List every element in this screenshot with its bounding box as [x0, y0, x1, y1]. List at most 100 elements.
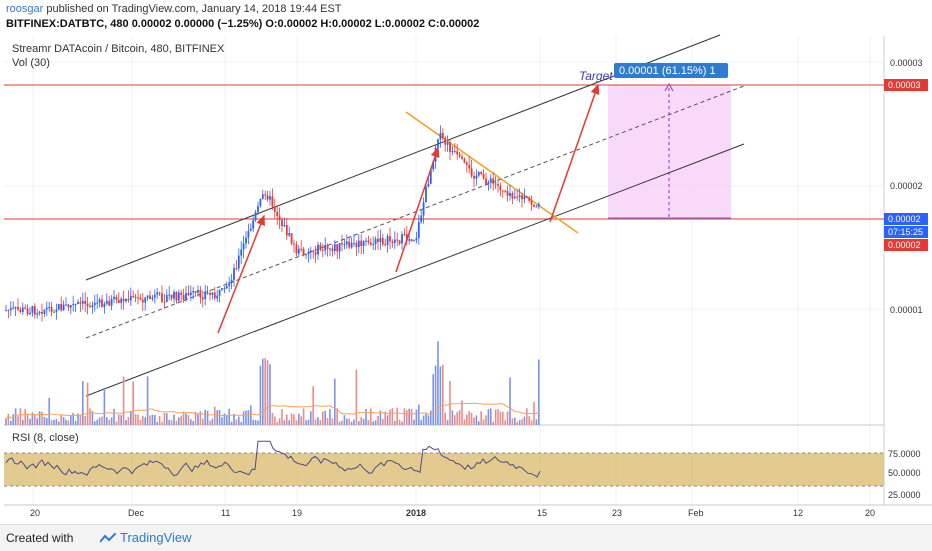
volume-bar — [257, 420, 259, 425]
volume-bar — [490, 408, 492, 425]
time-tick: 20 — [865, 508, 875, 518]
volume-bar — [444, 412, 446, 425]
volume-bar — [384, 411, 386, 425]
volume-bar — [185, 413, 187, 425]
candle-body — [259, 198, 262, 207]
candle-body — [321, 249, 324, 251]
volume-bar — [269, 364, 271, 425]
volume-bar — [430, 410, 432, 425]
volume-bar — [473, 417, 475, 425]
candle-body — [21, 307, 24, 312]
candle-body — [127, 298, 130, 301]
volume-bar — [463, 419, 466, 425]
volume-bar — [336, 408, 338, 425]
candle-body — [29, 312, 31, 315]
volume-bar — [115, 421, 118, 425]
volume-bar — [43, 416, 46, 425]
candle-body — [271, 196, 274, 207]
volume-bar — [478, 421, 480, 425]
volume-bar — [398, 419, 401, 425]
candle-body — [386, 236, 389, 246]
volume-bar — [101, 416, 103, 425]
candle-body — [477, 171, 480, 176]
candle-body — [129, 295, 132, 301]
candle-body — [264, 194, 267, 196]
volume-bar — [442, 364, 444, 425]
candle-body — [403, 234, 406, 236]
candle-body — [65, 304, 67, 306]
candle-body — [187, 293, 190, 295]
volume-bar — [146, 376, 149, 425]
volume-bar — [41, 411, 43, 425]
wedge-line[interactable] — [405, 111, 579, 234]
volume-bar — [31, 412, 34, 425]
candle-body — [499, 185, 502, 191]
volume-bar — [214, 406, 216, 425]
candle-body — [537, 203, 540, 207]
volume-bar — [391, 408, 394, 425]
volume-bar — [192, 421, 194, 425]
candle-body — [521, 195, 523, 200]
volume-bar — [523, 416, 526, 425]
candle-body — [302, 248, 305, 256]
candle-body — [314, 252, 317, 255]
volume-bar — [199, 411, 202, 425]
measure-badge[interactable] — [614, 63, 728, 78]
volume-bar — [538, 359, 540, 425]
volume-bar — [370, 408, 372, 425]
candle-body — [79, 302, 82, 304]
time-axis[interactable]: 20 Dec 11 19 2018 15 23 Feb 12 20 — [30, 508, 875, 518]
candle-body — [295, 244, 298, 254]
candle-body — [103, 303, 106, 308]
price-axis[interactable]: 0.00003 0.00002 0.00001 — [890, 58, 923, 315]
volume-bar — [319, 420, 322, 425]
candle-body — [141, 299, 144, 303]
rsi-band — [4, 453, 884, 486]
candle-body — [374, 238, 377, 244]
candle-body — [324, 245, 327, 251]
candle-body — [151, 297, 154, 300]
candle-body — [230, 279, 233, 283]
author-link[interactable]: roosgar — [6, 3, 44, 15]
volume-bar — [86, 382, 89, 425]
candle-body — [429, 169, 432, 184]
price-chart[interactable]: Streamr DATAcoin / Bitcoin, 480, BITFINE… — [0, 0, 932, 524]
candle-body — [362, 241, 365, 246]
volume-bar — [194, 411, 197, 425]
time-tick: 2018 — [406, 508, 426, 518]
time-tick: 23 — [612, 508, 622, 518]
candle-body — [235, 268, 238, 270]
candle-body — [470, 168, 473, 176]
volume-bar — [377, 415, 379, 425]
channel-lower[interactable] — [85, 143, 745, 397]
volume-bar — [197, 414, 199, 425]
grid — [4, 36, 884, 505]
candle-body — [427, 183, 430, 187]
candle-body — [446, 142, 449, 145]
candle-body — [218, 289, 221, 296]
candle-body — [153, 294, 156, 298]
volume-bar — [295, 420, 298, 425]
volume-bar — [317, 417, 319, 425]
volume-bar — [118, 414, 120, 425]
volume-bar — [497, 409, 499, 425]
channel-mid[interactable] — [85, 85, 745, 339]
candle-body — [444, 138, 447, 145]
tradingview-logo-icon — [100, 533, 116, 543]
candle-body — [93, 302, 96, 306]
publish-info: roosgar published on TradingView.com, Ja… — [6, 3, 342, 15]
volume-bar — [70, 415, 72, 425]
volume-bar — [526, 408, 528, 425]
candle-body — [161, 293, 163, 302]
time-tick: Feb — [688, 508, 704, 518]
candle-body — [146, 295, 149, 298]
candle-body — [326, 245, 329, 250]
volume-bar — [305, 420, 307, 425]
candle-body — [69, 305, 72, 308]
candle-body — [420, 215, 423, 222]
tradingview-link[interactable]: TradingView — [120, 530, 192, 545]
price-marker-blue — [884, 213, 928, 225]
trend-arrows[interactable] — [217, 83, 600, 334]
volume-bar — [26, 413, 29, 425]
volume-bar — [454, 415, 456, 425]
